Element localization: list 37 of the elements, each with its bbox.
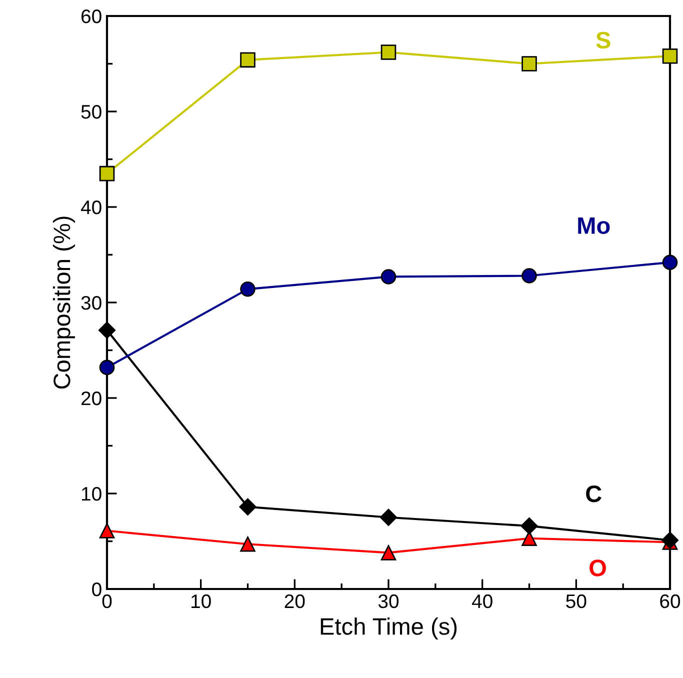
point: [240, 281, 256, 297]
series-label: Mo: [578, 218, 610, 234]
y-axis-title: Composition (%): [52, 216, 75, 389]
x-tick-label: 50: [566, 594, 586, 608]
point: [380, 508, 398, 526]
point: [522, 56, 537, 72]
x-tick-label: 20: [284, 594, 305, 608]
point: [522, 268, 537, 284]
y-tick-label: 0: [92, 582, 102, 596]
x-tick-label: 30: [378, 594, 399, 608]
x-tick-label: 10: [192, 594, 211, 608]
x-tick-label: 40: [472, 594, 492, 608]
point: [380, 545, 396, 560]
x-tick-label: 0: [102, 594, 112, 608]
point: [380, 44, 396, 60]
series-label: S: [596, 32, 610, 49]
point: [662, 254, 678, 270]
series-label: C: [586, 485, 602, 502]
y-tick-label: 60: [82, 9, 102, 24]
point: [520, 517, 538, 535]
point: [380, 269, 396, 284]
point: [99, 360, 115, 376]
point: [239, 498, 256, 516]
y-tick-label: 10: [82, 486, 102, 501]
point: [99, 166, 115, 182]
y-tick-label: 20: [81, 391, 102, 406]
x-tick-label: 60: [660, 594, 680, 608]
y-tick-label: 50: [81, 104, 102, 119]
point: [99, 523, 115, 538]
x-axis-title: Etch Time (s): [320, 618, 457, 640]
point: [240, 536, 256, 552]
point: [98, 322, 116, 339]
y-tick-label: 30: [81, 296, 102, 310]
point: [662, 48, 678, 64]
series-label: O: [590, 560, 606, 576]
y-tick-label: 40: [80, 200, 102, 214]
point: [240, 52, 256, 68]
